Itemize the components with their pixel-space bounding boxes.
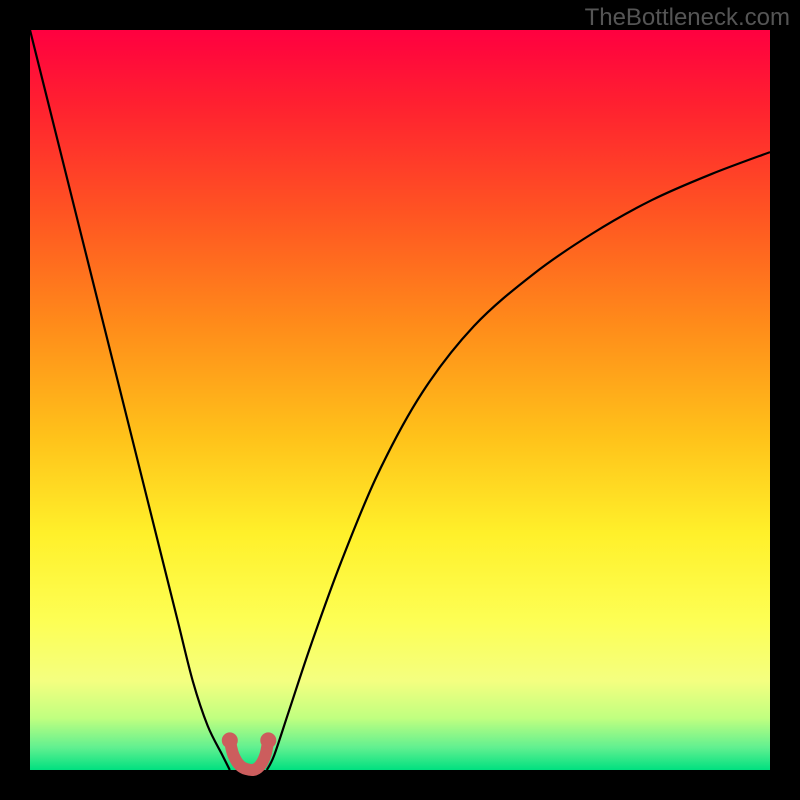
bottleneck-chart <box>0 0 800 800</box>
optimal-endpoint-right <box>260 732 276 748</box>
optimal-endpoint-left <box>222 732 238 748</box>
chart-canvas: TheBottleneck.com <box>0 0 800 800</box>
watermark-text: TheBottleneck.com <box>585 4 790 32</box>
plot-background <box>30 30 770 770</box>
